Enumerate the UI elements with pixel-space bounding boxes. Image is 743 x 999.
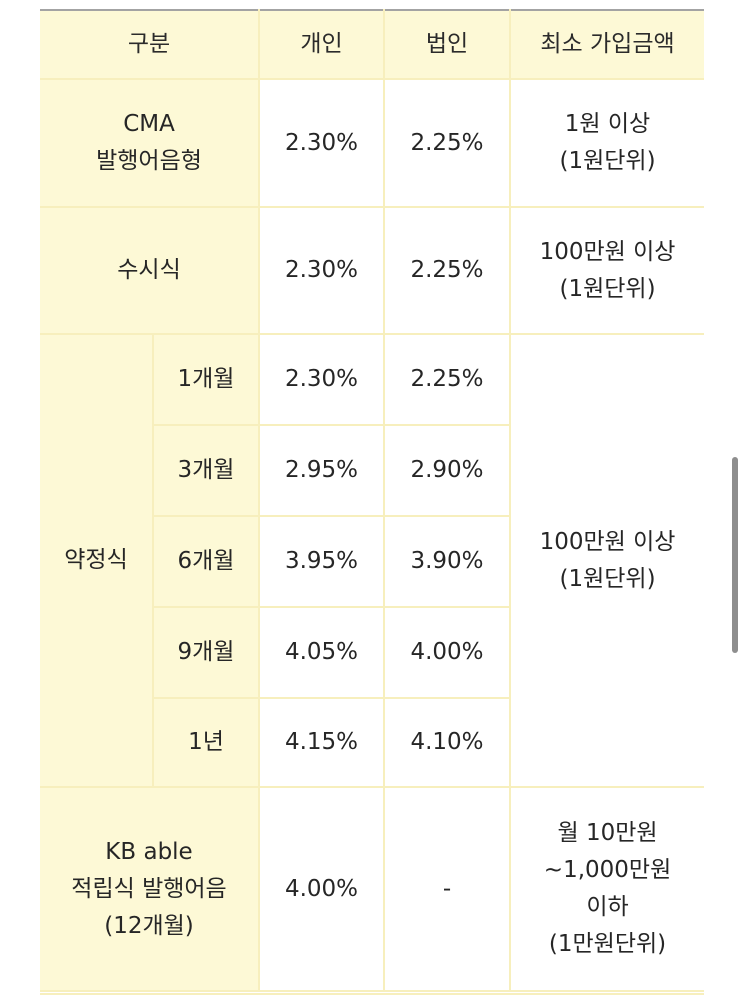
demand-minimum-line2: (1원단위) [559,275,656,302]
fixed-term-label: 1년 [153,697,261,788]
kb-able-minimum: 월 10만원 ~1,000만원 이하 (1만원단위) [509,786,705,992]
kb-able-label-line1: KB able [105,838,193,865]
vertical-scrollbar-thumb[interactable] [732,457,738,653]
fixed-individual-rate: 2.95% [258,424,386,517]
fixed-corporate-rate: 4.10% [383,697,512,788]
header-category: 구분 [40,10,261,80]
table-row-fixed-1m: 약정식 1개월 2.30% 2.25% 100만원 이상 (1원단위) [40,333,705,788]
fixed-minimum-line1: 100만원 이상 [539,528,676,555]
table-row-fixed-6m: 6개월 3.95% 3.90% [40,515,704,608]
fixed-corporate-rate: 4.00% [383,606,512,699]
table-header-row: 구분 개인 법인 최소 가입금액 [40,10,705,80]
table-row-fixed-3m: 3개월 2.95% 2.90% [40,424,704,517]
rate-table: 구분 개인 법인 최소 가입금액 CMA 발행어음형 2.30% 2.25% 1… [40,9,705,992]
fixed-term-label: 9개월 [153,606,261,699]
cma-minimum-line1: 1원 이상 [564,111,651,137]
kb-able-minimum-line1: 월 10만원 [557,820,658,846]
cma-corporate-rate: 2.25% [383,78,512,208]
kb-able-minimum-line2: ~1,000만원 [543,857,672,883]
fixed-corporate-rate: 2.25% [383,333,512,426]
demand-individual-rate: 2.30% [258,206,386,335]
table-row-fixed-9m: 9개월 4.05% 4.00% [40,606,704,699]
fixed-minimum-line2: (1원단위) [559,565,656,592]
fixed-label: 약정식 [40,333,154,788]
fixed-individual-rate: 2.30% [258,333,386,426]
kb-able-corporate-rate: - [383,786,512,992]
cma-label-line2: 발행어음형 [96,148,202,174]
cma-label: CMA 발행어음형 [40,78,261,208]
fixed-corporate-rate: 2.90% [383,424,512,517]
table-row-demand: 수시식 2.30% 2.25% 100만원 이상 (1원단위) [40,206,705,335]
fixed-term-label: 1개월 [151,333,261,426]
kb-able-label-line2: 적립식 발행어음 [71,875,227,902]
fixed-minimum: 100만원 이상 (1원단위) [509,333,705,788]
demand-minimum-line1: 100만원 이상 [539,238,676,265]
fixed-corporate-rate: 3.90% [383,515,512,608]
cma-minimum-line2: (1원단위) [559,148,656,174]
header-minimum: 최소 가입금액 [509,10,705,80]
header-individual: 개인 [258,10,386,80]
fixed-individual-rate: 4.05% [258,606,386,699]
header-corporate: 법인 [383,10,512,80]
demand-label: 수시식 [40,206,261,335]
kb-able-label: KB able 적립식 발행어음 (12개월) [40,786,261,992]
cma-label-line1: CMA [123,111,175,137]
fixed-individual-rate: 4.15% [258,697,386,788]
kb-able-individual-rate: 4.00% [258,786,386,992]
kb-able-label-line3: (12개월) [104,912,194,939]
table-row-cma: CMA 발행어음형 2.30% 2.25% 1원 이상 (1원단위) [40,78,705,208]
kb-able-minimum-line4: (1만원단위) [548,931,667,957]
fixed-term-label: 6개월 [153,515,261,608]
fixed-individual-rate: 3.95% [258,515,386,608]
table-row-fixed-1y: 1년 4.15% 4.10% [40,697,704,788]
kb-able-minimum-line3: 이하 [586,894,629,920]
demand-corporate-rate: 2.25% [383,206,512,335]
fixed-term-label: 3개월 [153,424,261,517]
table-bottom-divider [40,993,704,995]
table-row-kb-able: KB able 적립식 발행어음 (12개월) 4.00% - 월 10만원 ~… [40,786,705,992]
cma-individual-rate: 2.30% [258,78,386,208]
cma-minimum: 1원 이상 (1원단위) [509,78,705,208]
demand-minimum: 100만원 이상 (1원단위) [509,206,705,335]
